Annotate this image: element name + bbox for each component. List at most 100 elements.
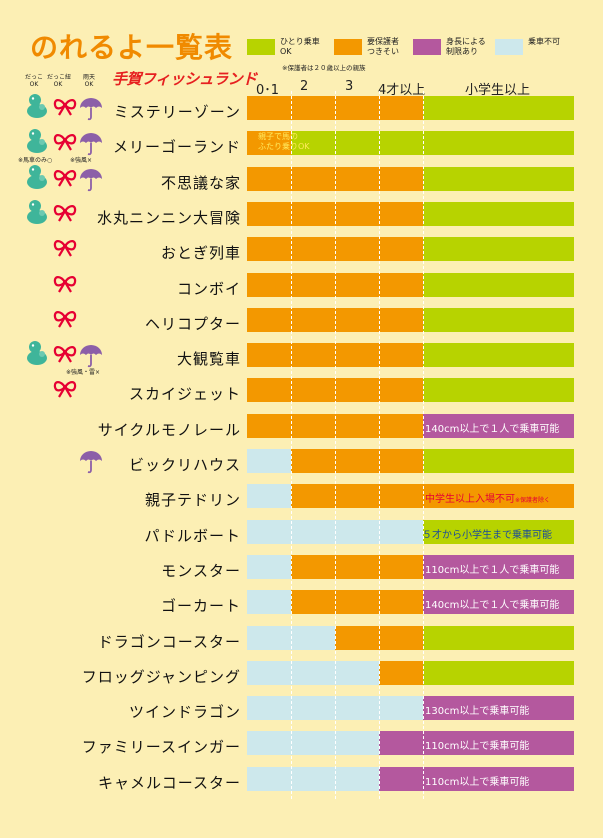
bar-segment-orange [335, 449, 379, 473]
bar-segment-orange [335, 96, 379, 120]
column-divider [291, 91, 292, 799]
ride-name: ゴーカート [160, 597, 241, 616]
bar-segment-blue [247, 554, 291, 579]
bar-segment-blue [247, 696, 291, 721]
column-header-0: 0･1 [256, 83, 280, 98]
bar-segment-blue [291, 660, 335, 685]
bar-inner-note: 親子で馬の ふたり乗りOK [258, 132, 310, 152]
bar-segment-blue [335, 766, 379, 791]
ride-row: フロッグジャンピング [0, 660, 603, 696]
bar-segment-orange [335, 625, 379, 650]
baby-hold-icon [26, 199, 48, 229]
bar-condition-text: 130cm以上で乗車可能 [425, 706, 530, 718]
sling-ribbon-icon [52, 344, 78, 368]
bar-condition-text: 中学生以上入場不可※保護者除く [425, 494, 551, 506]
ride-name: ツインドラゴン [128, 703, 241, 722]
bar-segment-orange [291, 272, 335, 297]
ride-row: コンボイ [0, 272, 603, 308]
bar-segment-blue [291, 731, 335, 756]
bar-segment-blue [335, 519, 379, 544]
bar-segment-orange [379, 449, 423, 473]
ride-name: 親子テドリン [144, 491, 241, 510]
legend-swatch-green [247, 39, 275, 55]
bar-segment-green [423, 378, 574, 403]
baby-hold-icon [26, 128, 48, 158]
bar-segment-orange [247, 343, 291, 368]
ride-name: モンスター [161, 561, 241, 580]
ride-name: ビックリハウス [128, 456, 241, 474]
ride-row: 不思議な家 [0, 164, 603, 202]
baby-hold-icon [26, 164, 48, 194]
ride-name: キャメルコースター [98, 773, 241, 792]
bar-segment-green [423, 519, 574, 544]
bar-segment-blue [247, 590, 291, 615]
sling-ribbon-icon [52, 274, 78, 298]
bar-segment-blue [291, 519, 335, 544]
bar-segment-orange [335, 413, 379, 438]
bar-segment-green [423, 343, 574, 368]
umbrella-icon [79, 450, 103, 478]
bar-segment-orange [335, 166, 379, 191]
column-header-3: 4才以上 [378, 83, 426, 98]
ride-row: 水丸ニンニン大冒険 [0, 199, 603, 237]
bar-segment-orange [247, 166, 291, 191]
ride-row: ドラゴンコースター [0, 625, 603, 661]
bar-segment-blue [379, 696, 423, 721]
bar-segment-orange [423, 484, 574, 509]
bar-segment-orange [335, 378, 379, 403]
sling-ribbon-icon [52, 238, 78, 262]
bar-segment-green [423, 307, 574, 332]
bar-segment-orange [379, 201, 423, 226]
bar-segment-purple [423, 696, 574, 721]
bar-segment-blue [247, 766, 291, 791]
ride-name: 水丸ニンニン大冒険 [96, 208, 241, 227]
bar-segment-orange [379, 166, 423, 191]
bar-segment-orange [291, 449, 335, 473]
bar-segment-purple [423, 413, 574, 438]
bar-segment-orange [291, 166, 335, 191]
umbrella-icon [79, 97, 103, 125]
ride-name: ヘリコプター [144, 314, 241, 333]
ride-row: キャメルコースター 110cm以上で乗車可能 [0, 766, 603, 802]
bar-segment-orange [335, 201, 379, 226]
ride-name: メリーゴーランド [112, 138, 241, 157]
icon-note: ※馬車のみ○ [18, 157, 53, 165]
bar-segment-blue [247, 449, 291, 473]
bar-segment-orange [291, 590, 335, 615]
bar-segment-orange [291, 307, 335, 332]
ride-name: ミステリーゾーン [113, 103, 241, 121]
bar-segment-orange [379, 237, 423, 262]
bar-segment-orange [247, 237, 291, 262]
bar-segment-orange [335, 237, 379, 262]
bar-segment-orange [335, 272, 379, 297]
bar-segment-orange [247, 201, 291, 226]
bar-segment-orange [291, 484, 335, 509]
bar-condition-text: 110cm以上で乗車可能 [425, 741, 530, 753]
bar-segment-orange [335, 554, 379, 579]
bar-segment-orange [379, 590, 423, 615]
bar-segment-blue [335, 696, 379, 721]
bar-segment-blue [247, 625, 291, 650]
bar-segment-blue [247, 484, 291, 509]
bar-segment-orange [291, 237, 335, 262]
column-divider [335, 91, 336, 799]
bar-segment-green [423, 237, 574, 262]
bar-segment-orange [291, 343, 335, 368]
column-header-4: 小学生以上 [465, 83, 531, 98]
ride-row: ヘリコプター [0, 307, 603, 343]
ride-row: モンスター 110cm以上で１人で乗車可能 [0, 554, 603, 590]
bar-segment-blue [291, 766, 335, 791]
bar-segment-orange [379, 307, 423, 332]
bar-segment-blue [247, 660, 291, 685]
bar-condition-text: 110cm以上で乗車可能 [425, 776, 530, 788]
bar-condition-text: 110cm以上で１人で乗車可能 [425, 564, 560, 576]
bar-segment-blue [247, 519, 291, 544]
bar-segment-purple [423, 766, 574, 791]
icon-header-rain: 雨天 OK [82, 74, 95, 88]
bar-segment-green [423, 625, 574, 650]
ride-row: ミステリーゾーン [0, 94, 603, 131]
sling-ribbon-icon [52, 309, 78, 333]
ride-row: おとぎ列車 [0, 236, 603, 272]
bar-segment-green [423, 449, 574, 473]
bar-segment-orange [379, 660, 423, 685]
